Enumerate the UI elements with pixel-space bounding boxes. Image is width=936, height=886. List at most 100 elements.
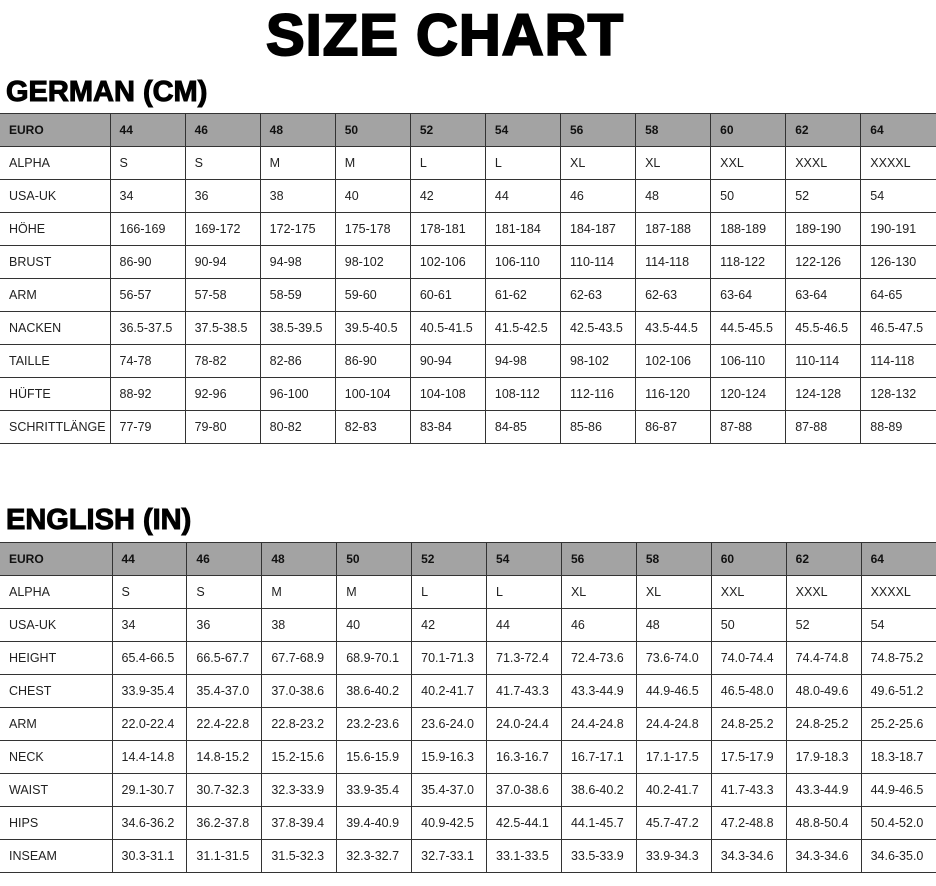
- table-cell: 40.2-41.7: [411, 674, 488, 708]
- table-cell: 48: [635, 179, 712, 213]
- table-row: ARM 22.0-22.4 22.4-22.8 22.8-23.2 23.2-23.6 2…: [0, 707, 936, 741]
- table-cell: XXL: [710, 575, 787, 609]
- table-cell: 98-102: [559, 344, 637, 378]
- table-cell: 16.3-16.7: [486, 740, 562, 774]
- table-cell: S: [111, 575, 188, 609]
- header-row: EURO 44 46 48 50 52 54 56 58 60 62 64: [0, 113, 936, 147]
- table-cell: 39.4-40.9: [336, 806, 413, 840]
- table-row: HEIGHT 65.4-66.5 66.5-67.7 67.7-68.9 68.9-70…: [0, 641, 936, 675]
- table-row: ALPHA S S M M L L XL XL XXL XXXL XXXXL: [0, 146, 936, 180]
- row-label: ARM: [0, 278, 111, 312]
- table-cell: 166-169: [109, 212, 186, 246]
- table-cell: 14.4-14.8: [111, 740, 188, 774]
- table-cell: 70.1-71.3: [411, 641, 488, 675]
- header-cell: 54: [486, 542, 562, 576]
- table-cell: 82-83: [334, 410, 411, 444]
- table-cell: 67.7-68.9: [261, 641, 338, 675]
- table-cell: 84-85: [484, 410, 561, 444]
- table-row: BRUST 86-90 90-94 94-98 98-102 102-106 106-110…: [0, 245, 936, 279]
- section-heading: ENGLISH (IN): [5, 504, 192, 537]
- table-cell: XXL: [710, 146, 787, 180]
- row-label: HÖHE: [0, 212, 111, 246]
- table-cell: 60-61: [409, 278, 486, 312]
- header-cell: 48: [261, 542, 338, 576]
- table-cell: 40: [334, 179, 411, 213]
- row-label: USA-UK: [0, 179, 111, 213]
- table-cell: 46: [559, 179, 637, 213]
- table-cell: 33.1-33.5: [486, 839, 562, 873]
- header-cell: 52: [411, 542, 488, 576]
- header-cell: 50: [336, 542, 413, 576]
- table-cell: 25.2-25.6: [860, 707, 936, 741]
- table-cell: 190-191: [860, 212, 936, 246]
- table-cell: 50.4-52.0: [860, 806, 936, 840]
- table-cell: 23.6-24.0: [411, 707, 488, 741]
- table-cell: 40: [336, 608, 413, 642]
- row-label: ARM: [0, 707, 113, 741]
- table-row: HÜFTE 88-92 92-96 96-100 100-104 104-108 108-1…: [0, 377, 936, 411]
- table-cell: 48.8-50.4: [785, 806, 862, 840]
- table-cell: 77-79: [109, 410, 186, 444]
- table-cell: M: [261, 575, 338, 609]
- table-cell: 34: [109, 179, 186, 213]
- table-cell: 45.5-46.5: [785, 311, 862, 345]
- table-cell: 43.3-44.9: [560, 674, 637, 708]
- table-cell: 44.1-45.7: [560, 806, 637, 840]
- table-cell: 22.4-22.8: [186, 707, 263, 741]
- table-cell: 52: [785, 179, 862, 213]
- table-cell: 110-114: [785, 344, 862, 378]
- header-cell: 44: [109, 113, 186, 147]
- table-cell: 43.5-44.5: [635, 311, 712, 345]
- table-cell: 169-172: [184, 212, 261, 246]
- header-cell: 62: [785, 113, 862, 147]
- table-cell: 38.6-40.2: [336, 674, 413, 708]
- table-cell: 33.5-33.9: [560, 839, 637, 873]
- row-label: SCHRITTLÄNGE: [0, 410, 111, 444]
- table-cell: 116-120: [635, 377, 712, 411]
- header-cell: 48: [259, 113, 336, 147]
- table-cell: 46.5-48.0: [710, 674, 787, 708]
- table-cell: 61-62: [484, 278, 561, 312]
- table-cell: 46: [560, 608, 637, 642]
- table-cell: 45.7-47.2: [635, 806, 712, 840]
- table-cell: 65.4-66.5: [111, 641, 188, 675]
- header-cell: 46: [184, 113, 261, 147]
- table-cell: 188-189: [710, 212, 787, 246]
- table-cell: 31.5-32.3: [261, 839, 338, 873]
- table-row: ALPHA S S M M L L XL XL XXL XXXL XXXXL: [0, 575, 936, 609]
- row-label: HEIGHT: [0, 641, 113, 675]
- table-cell: 110-114: [559, 245, 637, 279]
- table-cell: 39.5-40.5: [334, 311, 411, 345]
- table-cell: 44.9-46.5: [860, 773, 936, 807]
- table-cell: 86-87: [635, 410, 712, 444]
- table-cell: 24.8-25.2: [785, 707, 862, 741]
- table-cell: 41.5-42.5: [484, 311, 561, 345]
- row-label: CHEST: [0, 674, 113, 708]
- table-cell: 33.9-34.3: [635, 839, 712, 873]
- table-cell: 24.8-25.2: [710, 707, 787, 741]
- row-label: WAIST: [0, 773, 113, 807]
- table-cell: 71.3-72.4: [486, 641, 562, 675]
- table-cell: 16.7-17.1: [560, 740, 637, 774]
- table-cell: XXXXL: [860, 146, 936, 180]
- table-cell: 40.2-41.7: [635, 773, 712, 807]
- table-cell: 118-122: [710, 245, 787, 279]
- table-cell: S: [109, 146, 186, 180]
- table-cell: 79-80: [184, 410, 261, 444]
- table-cell: 74-78: [109, 344, 186, 378]
- table-cell: 50: [710, 179, 787, 213]
- table-cell: 30.7-32.3: [186, 773, 263, 807]
- table-row: WAIST 29.1-30.7 30.7-32.3 32.3-33.9 33.9-35.…: [0, 773, 936, 807]
- table-cell: 47.2-48.8: [710, 806, 787, 840]
- table-cell: M: [259, 146, 336, 180]
- table-cell: 112-116: [559, 377, 637, 411]
- table-cell: 48.0-49.6: [785, 674, 862, 708]
- table-cell: XL: [635, 575, 712, 609]
- table-cell: 104-108: [409, 377, 486, 411]
- table-cell: 66.5-67.7: [186, 641, 263, 675]
- row-label: NACKEN: [0, 311, 111, 345]
- table-cell: 33.9-35.4: [111, 674, 188, 708]
- table-cell: 22.0-22.4: [111, 707, 188, 741]
- table-cell: 15.6-15.9: [336, 740, 413, 774]
